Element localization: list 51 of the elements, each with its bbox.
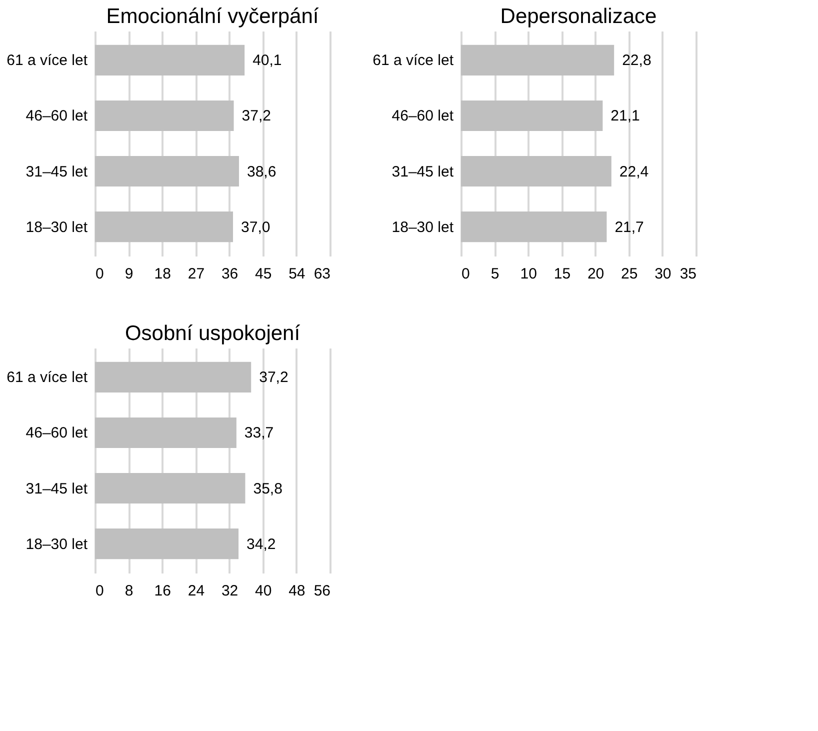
- x-tick-label: 5: [490, 266, 500, 282]
- y-tick-label: 61 a více let: [6, 52, 88, 70]
- data-label: 40,1: [252, 52, 282, 70]
- y-tick-label: 31–45 let: [26, 163, 88, 180]
- y-tick-label: 61 a více let: [372, 52, 454, 70]
- data-label: 37,2: [259, 369, 288, 386]
- x-tick-label: 54: [288, 266, 306, 282]
- x-tick-label: 9: [124, 266, 134, 282]
- y-tick-label: 46–60 let: [392, 108, 454, 125]
- x-tick-label: 0: [462, 266, 470, 282]
- x-tick-label: 56: [314, 582, 330, 600]
- x-tick-label: 30: [654, 266, 672, 282]
- x-tick-label: 27: [188, 266, 205, 282]
- data-label: 37,0: [241, 218, 270, 236]
- x-tick-label: 20: [587, 266, 604, 282]
- data-label: 22,8: [622, 52, 652, 70]
- x-tick-label: 25: [621, 266, 638, 282]
- y-tick-label: 61 a více let: [6, 369, 88, 386]
- x-tick-label: 0: [96, 266, 104, 282]
- y-tick-label: 46–60 let: [26, 108, 88, 125]
- x-tick-label: 35: [680, 266, 696, 282]
- y-tick-label: 18–30 let: [392, 218, 454, 236]
- y-tick-label: 18–30 let: [26, 536, 88, 553]
- data-label: 38,6: [246, 163, 276, 180]
- x-tick-label: 15: [554, 266, 571, 282]
- y-tick-label: 18–30 let: [26, 218, 88, 236]
- x-tick-label: 8: [124, 582, 134, 600]
- x-tick-label: 36: [221, 266, 238, 282]
- x-tick-label: 16: [154, 582, 171, 600]
- y-tick-label: 31–45 let: [392, 163, 454, 180]
- data-label: 21,7: [614, 218, 644, 236]
- x-tick-label: 48: [288, 582, 306, 600]
- x-tick-label: 0: [96, 582, 104, 600]
- x-tick-label: 18: [154, 266, 171, 282]
- x-tick-label: 45: [255, 266, 272, 282]
- chart-title: Osobní uspokojení: [124, 322, 300, 345]
- x-tick-label: 63: [314, 266, 330, 282]
- x-tick-label: 40: [255, 582, 272, 600]
- data-label: 35,8: [253, 480, 282, 498]
- data-label: 22,4: [619, 163, 649, 180]
- data-label: 34,2: [246, 536, 276, 553]
- chart-title: Emocionální vyčerpání: [106, 5, 319, 28]
- data-label: 37,2: [242, 108, 271, 125]
- data-label: 21,1: [610, 108, 640, 125]
- x-tick-label: 32: [221, 582, 238, 600]
- data-label: 33,7: [244, 424, 274, 442]
- x-tick-label: 10: [520, 266, 537, 282]
- x-tick-label: 24: [188, 582, 205, 600]
- y-tick-label: 31–45 let: [26, 480, 88, 498]
- chart-title: Depersonalizace: [500, 5, 657, 28]
- y-tick-label: 46–60 let: [26, 424, 88, 442]
